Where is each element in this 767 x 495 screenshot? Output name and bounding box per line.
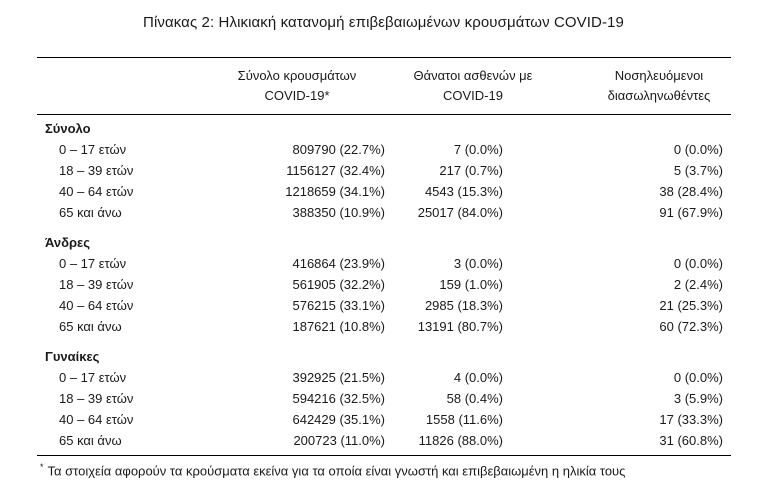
cell-intubated: 38 (28.4%)	[659, 184, 723, 199]
row-label: 65 και άνω	[59, 433, 122, 448]
cell-cases: 594216 (32.5%)	[292, 391, 385, 406]
group-title: Σύνολο	[45, 121, 91, 136]
cell-intubated: 21 (25.3%)	[659, 298, 723, 313]
header-deaths-line2: COVID-19	[443, 88, 503, 103]
table-row: 40 – 64 ετών 1218659 (34.1%) 4543 (15.3%…	[37, 181, 731, 202]
table-row: 0 – 17 ετών 392925 (21.5%) 4 (0.0%) 0 (0…	[37, 367, 731, 388]
cell-intubated: 91 (67.9%)	[659, 205, 723, 220]
cell-intubated: 0 (0.0%)	[673, 370, 723, 385]
cell-deaths: 217 (0.7%)	[439, 163, 503, 178]
cell-cases: 561905 (32.2%)	[292, 277, 385, 292]
table-row: 40 – 64 ετών 576215 (33.1%) 2985 (18.3%)…	[37, 295, 731, 316]
row-label: 18 – 39 ετών	[59, 163, 134, 178]
table-row: 40 – 64 ετών 642429 (35.1%) 1558 (11.6%)…	[37, 409, 731, 430]
row-label: 0 – 17 ετών	[59, 370, 127, 385]
cell-deaths: 7 (0.0%)	[453, 142, 503, 157]
table-row: 18 – 39 ετών 1156127 (32.4%) 217 (0.7%) …	[37, 160, 731, 181]
row-label: 65 και άνω	[59, 205, 122, 220]
cell-cases: 187621 (10.8%)	[292, 319, 385, 334]
cell-intubated: 2 (2.4%)	[673, 277, 723, 292]
group-men: Άνδρες 0 – 17 ετών 416864 (23.9%) 3 (0.0…	[37, 233, 731, 337]
cell-cases: 200723 (11.0%)	[293, 433, 385, 448]
row-label: 0 – 17 ετών	[59, 256, 127, 271]
header-deaths: Θάνατοι ασθενών με COVID-19	[398, 66, 548, 106]
cell-deaths: 3 (0.0%)	[453, 256, 503, 271]
cell-intubated: 0 (0.0%)	[673, 142, 723, 157]
cell-intubated: 5 (3.7%)	[673, 163, 723, 178]
row-label: 40 – 64 ετών	[59, 184, 134, 199]
cell-cases: 392925 (21.5%)	[292, 370, 385, 385]
group-total: Σύνολο 0 – 17 ετών 809790 (22.7%) 7 (0.0…	[37, 119, 731, 223]
header-cases-line1: Σύνολο κρουσμάτων	[237, 68, 357, 83]
table-row: 65 και άνω 388350 (10.9%) 25017 (84.0%) …	[37, 202, 731, 223]
cell-cases: 1218659 (34.1%)	[285, 184, 385, 199]
table-row: 65 και άνω 187621 (10.8%) 13191 (80.7%) …	[37, 316, 731, 337]
cell-deaths: 2985 (18.3%)	[424, 298, 503, 313]
bottom-rule	[37, 455, 731, 456]
cell-deaths: 13191 (80.7%)	[417, 319, 503, 334]
header-cases-line2: COVID-19*	[264, 88, 330, 103]
footnote: * Τα στοιχεία αφορούν τα κρούσματα εκείνα…	[40, 459, 625, 479]
header-intubated-line1: Νοσηλευόμενοι	[614, 68, 704, 83]
header-intubated-line2: διασωληνωθέντες	[607, 88, 711, 103]
header-deaths-line1: Θάνατοι ασθενών με	[413, 68, 533, 83]
cell-deaths: 1558 (11.6%)	[425, 412, 503, 427]
row-label: 40 – 64 ετών	[59, 412, 134, 427]
header-intubated: Νοσηλευόμενοι διασωληνωθέντες	[584, 66, 734, 106]
cell-cases: 809790 (22.7%)	[292, 142, 385, 157]
cell-deaths: 25017 (84.0%)	[417, 205, 503, 220]
cell-deaths: 4543 (15.3%)	[424, 184, 503, 199]
cell-deaths: 4 (0.0%)	[453, 370, 503, 385]
group-title: Άνδρες	[45, 235, 90, 250]
table-row: 0 – 17 ετών 809790 (22.7%) 7 (0.0%) 0 (0…	[37, 139, 731, 160]
cell-intubated: 3 (5.9%)	[673, 391, 723, 406]
cell-cases: 576215 (33.1%)	[292, 298, 385, 313]
cell-deaths: 159 (1.0%)	[439, 277, 503, 292]
cell-deaths: 11826 (88.0%)	[418, 433, 503, 448]
cell-cases: 642429 (35.1%)	[292, 412, 385, 427]
table-row: 65 και άνω 200723 (11.0%) 11826 (88.0%) …	[37, 430, 731, 451]
group-title: Γυναίκες	[45, 349, 100, 364]
header-cases: Σύνολο κρουσμάτων COVID-19*	[222, 66, 372, 106]
top-rule	[37, 57, 731, 58]
cell-cases: 416864 (23.9%)	[292, 256, 385, 271]
cell-cases: 1156127 (32.4%)	[286, 163, 385, 178]
cell-deaths: 58 (0.4%)	[446, 391, 503, 406]
cell-cases: 388350 (10.9%)	[292, 205, 385, 220]
row-label: 0 – 17 ετών	[59, 142, 127, 157]
row-label: 18 – 39 ετών	[59, 391, 134, 406]
row-label: 65 και άνω	[59, 319, 122, 334]
table-row: 0 – 17 ετών 416864 (23.9%) 3 (0.0%) 0 (0…	[37, 253, 731, 274]
cell-intubated: 0 (0.0%)	[673, 256, 723, 271]
table-row: 18 – 39 ετών 594216 (32.5%) 58 (0.4%) 3 …	[37, 388, 731, 409]
cell-intubated: 31 (60.8%)	[659, 433, 723, 448]
cell-intubated: 60 (72.3%)	[659, 319, 723, 334]
footnote-marker: *	[40, 462, 44, 472]
footnote-text: Τα στοιχεία αφορούν τα κρούσματα εκείνα …	[47, 463, 626, 479]
header-rule	[37, 114, 731, 115]
cell-intubated: 17 (33.3%)	[659, 412, 723, 427]
row-label: 18 – 39 ετών	[59, 277, 134, 292]
row-label: 40 – 64 ετών	[59, 298, 134, 313]
table-row: 18 – 39 ετών 561905 (32.2%) 159 (1.0%) 2…	[37, 274, 731, 295]
group-women: Γυναίκες 0 – 17 ετών 392925 (21.5%) 4 (0…	[37, 347, 731, 451]
table-title: Πίνακας 2: Ηλικιακή κατανομή επιβεβαιωμέ…	[143, 14, 624, 31]
